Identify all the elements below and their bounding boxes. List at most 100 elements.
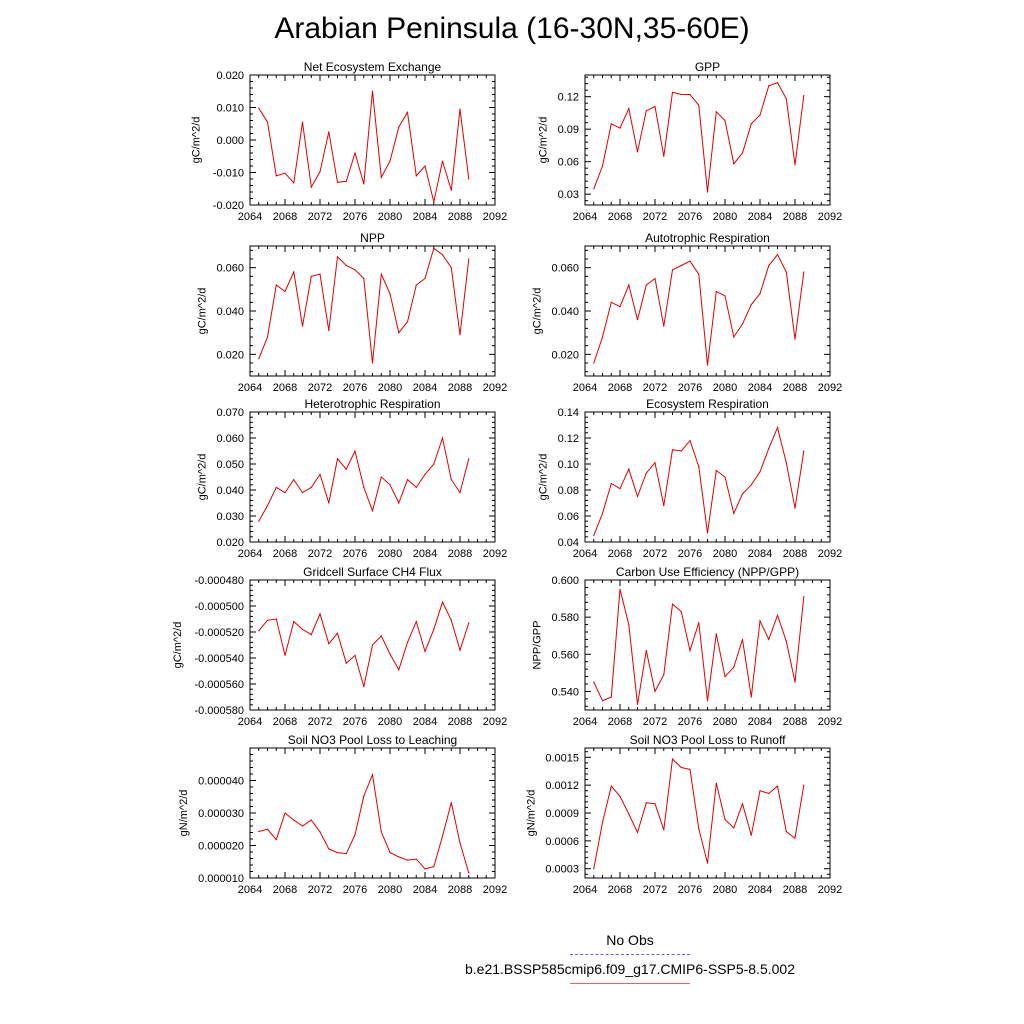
data-point: [258, 107, 260, 109]
plot-frame: [584, 579, 831, 711]
data-point: [724, 295, 726, 297]
data-point: [450, 619, 452, 621]
data-point: [706, 364, 709, 366]
data-point: [724, 675, 726, 678]
x-tick-label: 2092: [818, 548, 842, 560]
data-point: [794, 507, 796, 509]
y-tick-label: 0.0006: [545, 836, 579, 848]
data-point: [768, 264, 770, 267]
data-point: [663, 505, 665, 507]
x-tick-label: 2076: [343, 884, 367, 896]
plot-frame: [249, 245, 496, 377]
y-tick-label: 0.040: [216, 485, 244, 497]
x-tick-label: 2084: [748, 884, 772, 896]
data-point: [406, 479, 409, 481]
data-point: [636, 151, 639, 153]
data-point: [680, 264, 682, 267]
data-point: [450, 189, 452, 191]
data-point: [636, 831, 639, 834]
data-point: [293, 621, 295, 623]
data-point: [310, 486, 312, 488]
x-tick-label: 2068: [273, 548, 297, 560]
chart-panel-3: NPP 2064 2068 2072 2076 2080 2084 2088 2092 0.020…: [197, 231, 508, 394]
y-axis-label: gN/m^2/d: [178, 790, 190, 837]
chart-panel-1: Net Ecosystem Exchange 2064 2068 2072 2076 20…: [190, 60, 507, 223]
chart-panel-4: Autotrophic Respiration 2064 2068 2072 2076 2…: [532, 231, 843, 394]
plot-frame: [584, 747, 831, 879]
data-point: [636, 319, 639, 321]
data-point: [750, 123, 752, 125]
x-tick-label: 2076: [343, 211, 367, 223]
data-point: [371, 510, 374, 512]
data-point: [593, 188, 595, 190]
data-point: [601, 512, 604, 515]
y-tick-label: 0.10: [558, 459, 579, 471]
data-point: [319, 273, 321, 275]
data-point: [441, 160, 444, 162]
data-point: [663, 155, 665, 157]
y-tick-label: 0.060: [216, 433, 244, 445]
plot-frame: [584, 245, 831, 377]
x-tick-label: 2088: [783, 884, 807, 896]
data-point: [398, 856, 400, 858]
data-point: [258, 830, 260, 833]
data-point: [610, 785, 612, 787]
y-tick-label: 0.03: [558, 189, 579, 201]
data-point: [794, 837, 796, 839]
x-tick-label: 2088: [448, 382, 472, 394]
data-point: [424, 868, 426, 870]
data-point: [610, 696, 612, 698]
y-tick-label: 0.060: [216, 263, 244, 275]
data-point: [689, 768, 691, 770]
data-point: [433, 866, 435, 868]
x-tick-label: 2088: [783, 716, 807, 728]
x-tick-label: 2068: [608, 884, 632, 896]
data-point: [803, 784, 805, 786]
data-point: [593, 534, 595, 537]
series-line: [258, 600, 470, 687]
x-tick-label: 2080: [378, 211, 402, 223]
data-point: [284, 654, 286, 657]
series-line: [593, 426, 805, 536]
data-point: [371, 90, 374, 92]
legend-obs-line: [570, 954, 690, 955]
data-point: [275, 284, 277, 286]
data-point: [441, 601, 444, 603]
x-tick-label: 2076: [678, 884, 702, 896]
data-point: [663, 829, 665, 831]
data-point: [354, 152, 356, 154]
chart-panel-9: Soil NO3 Pool Loss to Leaching 2064 2068 20…: [178, 733, 507, 896]
x-tick-label: 2072: [643, 548, 667, 560]
data-point: [398, 126, 400, 128]
data-point: [794, 338, 796, 340]
series-line: [593, 589, 805, 705]
chart-title: Ecosystem Respiration: [646, 397, 769, 411]
series-line: [258, 91, 470, 202]
x-tick-label: 2068: [608, 382, 632, 394]
data-point: [654, 277, 656, 280]
y-tick-label: 0.580: [551, 612, 579, 624]
y-tick-label: 0.020: [216, 349, 244, 361]
data-point: [619, 306, 621, 308]
data-point: [689, 260, 691, 262]
data-point: [424, 473, 426, 475]
x-tick-label: 2076: [678, 211, 702, 223]
data-point: [776, 81, 779, 84]
data-point: [645, 649, 647, 652]
x-tick-label: 2064: [573, 382, 597, 394]
legend-obs-label: No Obs: [606, 932, 654, 948]
data-point: [610, 301, 612, 303]
data-point: [336, 632, 339, 634]
y-tick-label: -0.020: [213, 200, 244, 212]
data-point: [733, 163, 735, 165]
data-point: [328, 329, 330, 332]
data-point: [654, 462, 656, 464]
data-point: [750, 484, 752, 486]
data-point: [266, 121, 269, 123]
data-point: [450, 479, 452, 481]
data-point: [433, 247, 435, 249]
data-point: [619, 488, 621, 490]
x-tick-label: 2068: [273, 382, 297, 394]
data-point: [645, 472, 647, 474]
data-point: [768, 638, 770, 641]
